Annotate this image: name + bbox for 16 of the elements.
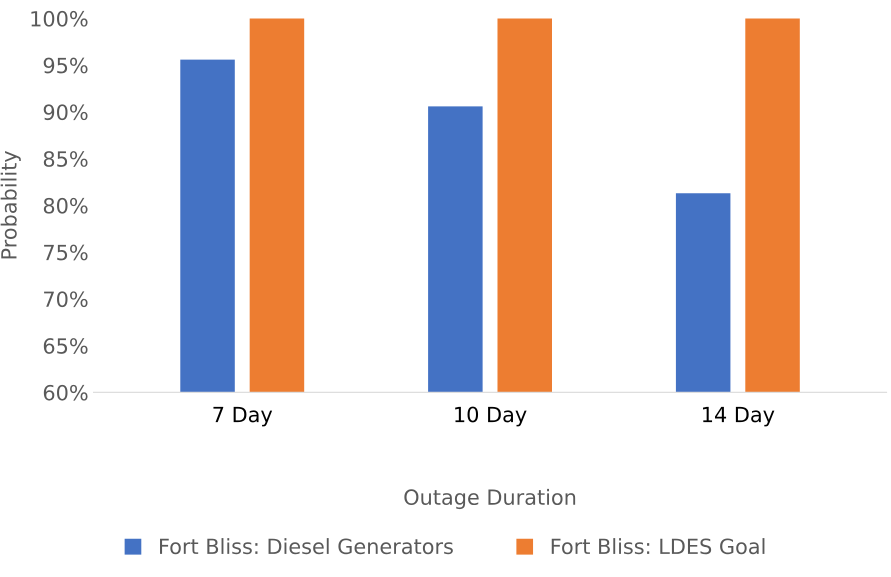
y-tick-label: 100% (31, 10, 88, 27)
y-tick-label: 80% (44, 198, 88, 214)
y-tick-label: 65% (44, 338, 88, 354)
y-tick-label: 95% (44, 58, 88, 74)
y-tick-label: 75% (44, 244, 88, 260)
x-tick-label: 10 Day (455, 406, 527, 426)
y-tick-label: 70% (44, 291, 88, 308)
legend-label: Fort Bliss: LDES Goal (552, 538, 764, 554)
legend-label: Fort Bliss: Diesel Generators (160, 538, 453, 554)
y-tick-label: 85% (44, 151, 88, 167)
y-tick-label: 60% (44, 384, 88, 401)
x-tick-label: 7 Day (213, 406, 272, 426)
x-tick-label: 14 Day (703, 406, 774, 426)
x-axis-title: Outage Duration (404, 488, 576, 510)
y-tick-label: 90% (44, 104, 88, 120)
y-axis-title: Probability (0, 150, 21, 258)
